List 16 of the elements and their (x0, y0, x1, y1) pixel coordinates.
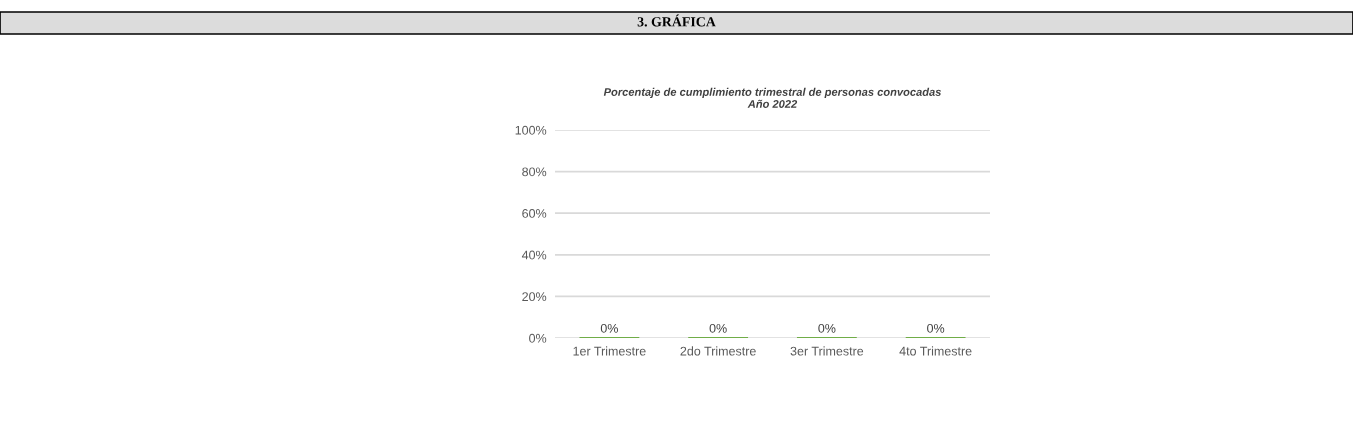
data-label: 0% (818, 323, 836, 333)
x-tick-label: 2do Trimestre (680, 346, 756, 356)
y-tick-label: 0% (529, 333, 547, 343)
y-tick-label: 20% (522, 292, 547, 302)
y-tick-label: 80% (522, 167, 547, 177)
y-tick-label: 40% (521, 250, 547, 260)
x-tick-label: 4to Trimestre (899, 346, 972, 356)
y-tick-label: 100% (515, 125, 547, 135)
data-label: 0% (709, 323, 727, 333)
data-label: 0% (600, 323, 618, 333)
x-tick-label: 3er Trimestre (790, 346, 864, 356)
data-label: 0% (927, 323, 945, 333)
y-tick-label: 60% (522, 209, 547, 218)
chart-subtitle: Porcentaje de cumplimiento trimestral de personas convocadas Año 2022 (603, 87, 942, 108)
x-tick-label: 1er Trimestre (573, 346, 646, 356)
chart-title: 3. GRÁFICA (637, 14, 716, 27)
